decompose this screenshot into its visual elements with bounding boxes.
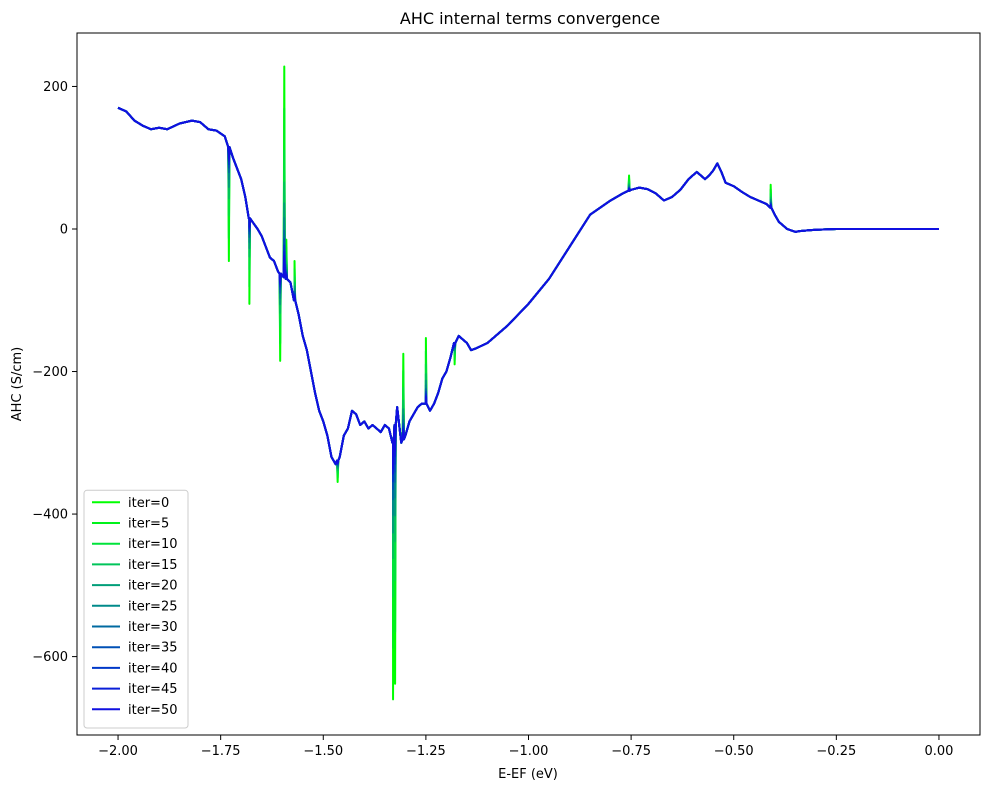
x-tick-label: −1.00 (509, 744, 549, 759)
y-tick-label: 0 (60, 222, 68, 237)
x-tick-label: 0.00 (924, 744, 953, 759)
legend-label: iter=0 (128, 496, 169, 511)
y-axis-ticks: 200 0 −200 −400 −600 (32, 80, 77, 665)
legend-label: iter=10 (128, 537, 178, 552)
series-layer (117, 65, 939, 701)
x-tick-label: −1.75 (201, 744, 241, 759)
x-tick-label: −0.50 (714, 744, 754, 759)
legend-label: iter=15 (128, 558, 178, 573)
x-axis-label: E-EF (eV) (498, 767, 558, 782)
legend: iter=0 iter=5 iter=10 iter=15 iter=20 iter=25… (83, 489, 189, 729)
x-tick-label: −1.50 (303, 744, 343, 759)
series-line-iter-45 (117, 106, 939, 475)
series-line-iter-20 (117, 106, 939, 534)
y-tick-label: −200 (32, 365, 68, 380)
series-line-iter-35 (117, 106, 939, 490)
y-tick-label: 200 (43, 80, 68, 95)
series-line-iter-5 (117, 106, 939, 650)
legend-label: iter=20 (128, 579, 178, 594)
x-tick-label: −1.25 (406, 744, 446, 759)
y-tick-label: −600 (32, 650, 68, 665)
series-line-iter-50 (117, 106, 939, 470)
legend-label: iter=45 (128, 682, 178, 697)
chart-title: AHC internal terms convergence (400, 9, 660, 28)
series-line-iter-25 (117, 106, 939, 516)
series-line-iter-15 (117, 106, 939, 560)
legend-label: iter=5 (128, 517, 169, 532)
plot-frame (76, 32, 981, 736)
x-tick-label: −2.00 (98, 744, 138, 759)
series-line-iter-40 (117, 106, 939, 483)
legend-label: iter=25 (128, 599, 178, 614)
legend-label: iter=35 (128, 641, 178, 656)
y-axis-label: AHC (S/cm) (10, 347, 25, 421)
x-axis-ticks: −2.00 −1.75 −1.50 −1.25 −1.00 −0.75 −0.50 −0.25… (98, 735, 953, 759)
y-tick-label: −400 (32, 508, 68, 523)
legend-label: iter=30 (128, 620, 178, 635)
x-tick-label: −0.75 (611, 744, 651, 759)
legend-label: iter=50 (128, 703, 178, 718)
x-tick-label: −0.25 (816, 744, 856, 759)
legend-label: iter=40 (128, 661, 178, 676)
series-line-iter-0 (117, 65, 939, 701)
